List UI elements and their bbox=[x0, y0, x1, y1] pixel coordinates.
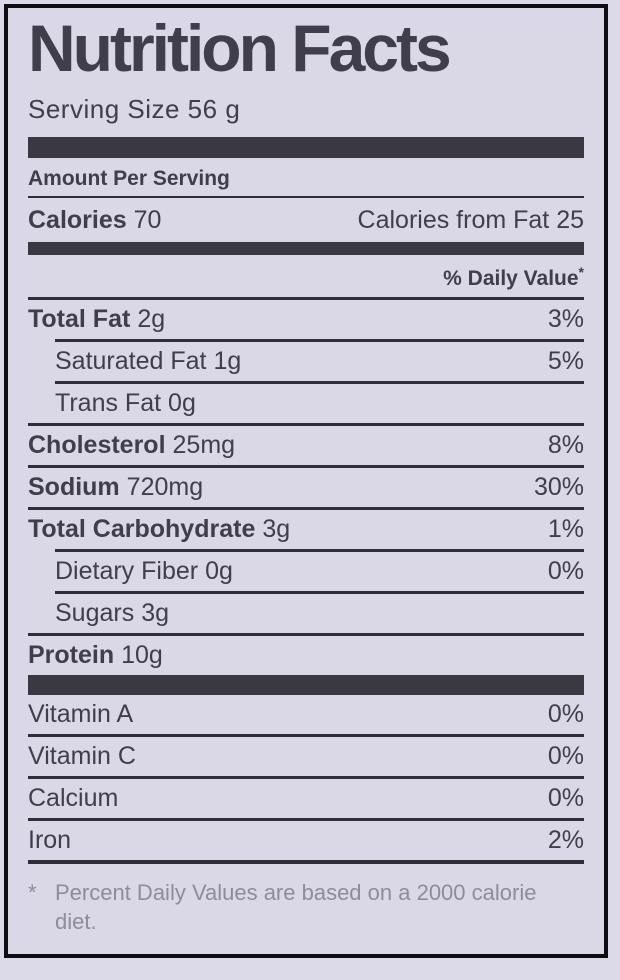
separator bbox=[28, 423, 584, 427]
separator bbox=[28, 633, 584, 637]
divider-bar-protein bbox=[28, 675, 584, 696]
separator bbox=[28, 860, 584, 865]
vitamin-row-iron: Iron 2% bbox=[28, 826, 584, 855]
label-title: Nutrition Facts bbox=[28, 11, 452, 85]
nutrient-row-sodium: Sodium 720mg 30% bbox=[28, 473, 584, 502]
calories-from-fat: Calories from Fat 25 bbox=[357, 205, 584, 234]
vitamin-row-vitamin-c: Vitamin C 0% bbox=[28, 742, 584, 771]
nutrient-row-cholesterol: Cholesterol 25mg 8% bbox=[28, 431, 584, 460]
daily-value-footnote: * Percent Daily Values are based on a 20… bbox=[28, 880, 537, 935]
nutrient-row-dietary-fiber: Dietary Fiber 0g 0% bbox=[55, 557, 584, 586]
separator bbox=[28, 818, 584, 822]
calories-label: Calories 70 bbox=[28, 205, 162, 234]
separator bbox=[28, 465, 584, 469]
separator bbox=[55, 339, 584, 343]
separator bbox=[55, 549, 584, 553]
separator bbox=[55, 591, 584, 595]
separator bbox=[28, 507, 584, 511]
daily-value-header: % Daily Value* bbox=[443, 264, 584, 291]
vitamin-row-calcium: Calcium 0% bbox=[28, 784, 584, 813]
nutrition-facts-label: Nutrition Facts Serving Size 56 g Amount… bbox=[4, 4, 608, 958]
nutrient-row-total-carbohydrate: Total Carbohydrate 3g 1% bbox=[28, 515, 584, 544]
vitamin-row-vitamin-a: Vitamin A 0% bbox=[28, 700, 584, 729]
nutrient-row-trans-fat: Trans Fat 0g bbox=[55, 389, 196, 418]
nutrient-row-total-fat: Total Fat 2g 3% bbox=[28, 305, 584, 334]
separator bbox=[28, 734, 584, 738]
separator bbox=[28, 297, 584, 301]
calories-row: Calories 70 Calories from Fat 25 bbox=[28, 198, 584, 242]
serving-size: Serving Size 56 g bbox=[28, 94, 241, 125]
separator bbox=[28, 776, 584, 780]
divider-bar-top bbox=[28, 137, 584, 159]
divider-bar-calories bbox=[28, 242, 584, 256]
nutrient-row-protein: Protein 10g bbox=[28, 641, 163, 670]
amount-per-serving: Amount Per Serving bbox=[28, 158, 584, 199]
nutrient-row-saturated-fat: Saturated Fat 1g 5% bbox=[55, 347, 584, 376]
nutrient-row-sugars: Sugars 3g bbox=[55, 599, 170, 628]
separator bbox=[55, 381, 584, 385]
